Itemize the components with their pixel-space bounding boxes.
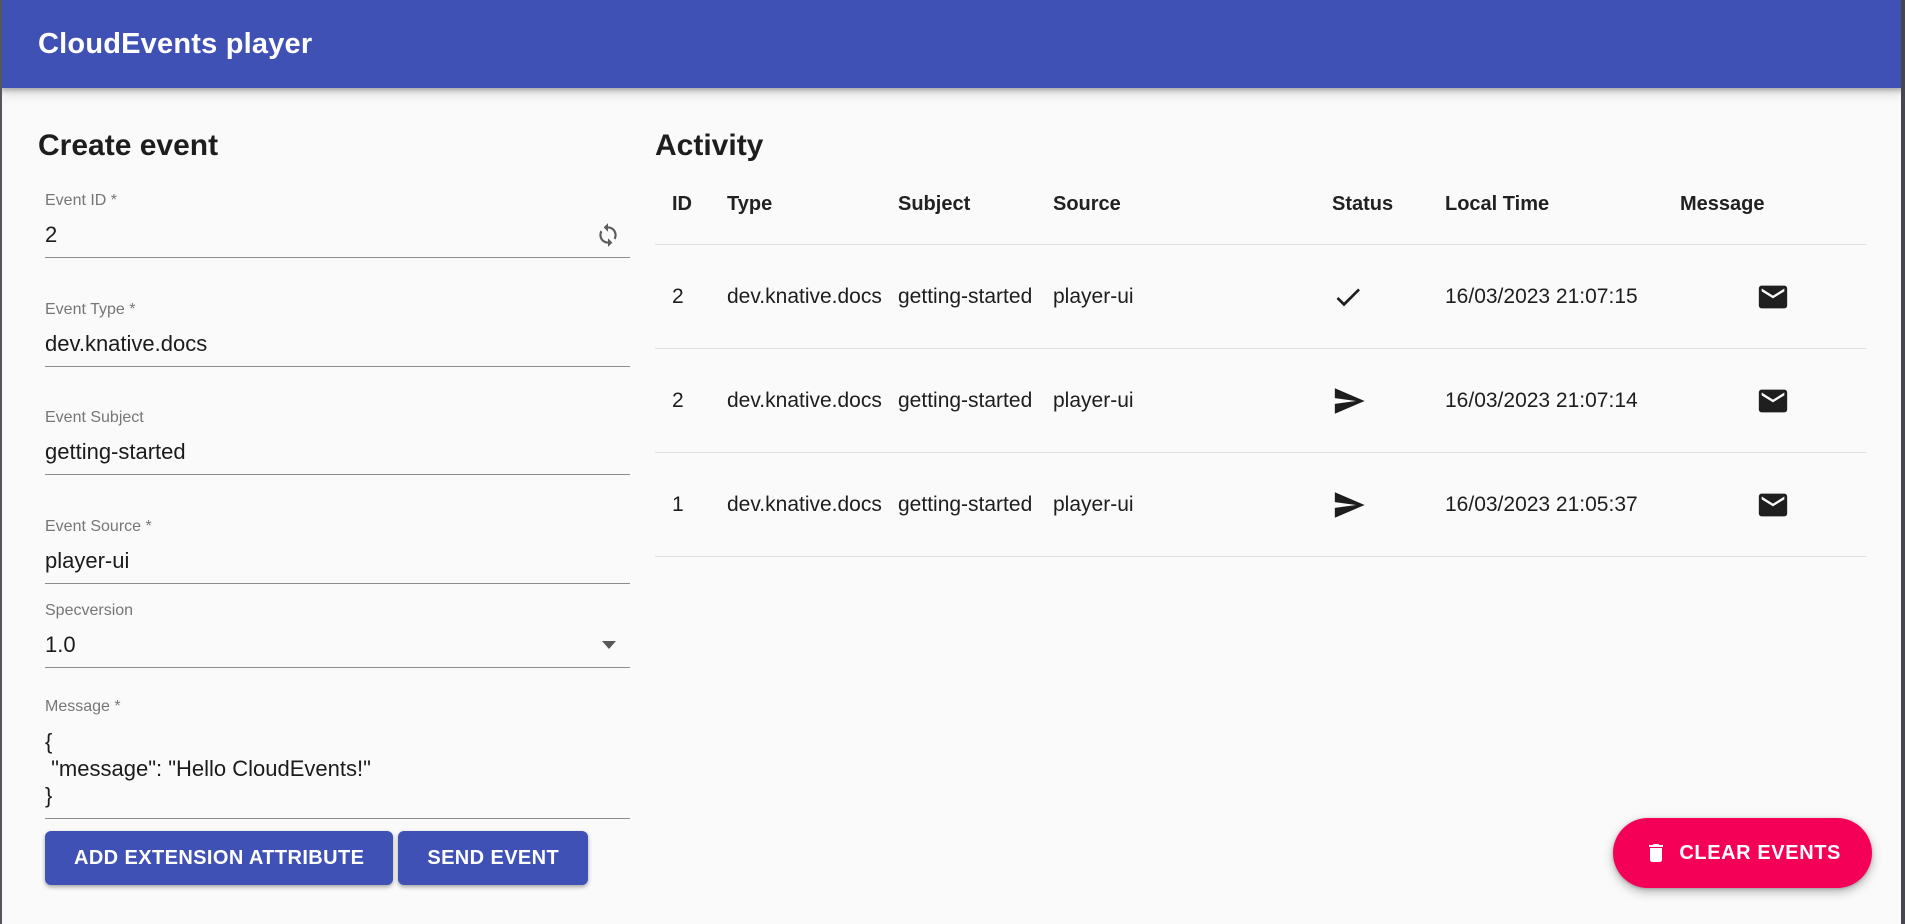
cell-local-time: 16/03/2023 21:07:15 bbox=[1445, 284, 1638, 308]
specversion-field: Specversion 1.0 bbox=[45, 601, 630, 668]
event-subject-field: Event Subject bbox=[45, 408, 630, 475]
envelope-icon[interactable] bbox=[1756, 488, 1790, 522]
create-event-panel: Create event Event ID * Event Type * Ev bbox=[38, 88, 630, 885]
col-header-local-time: Local Time bbox=[1445, 192, 1550, 215]
event-id-input[interactable] bbox=[45, 222, 595, 248]
cell-message bbox=[1680, 384, 1866, 418]
event-subject-input[interactable] bbox=[45, 439, 630, 465]
activity-panel: Activity ID Type Subject Source Status L… bbox=[655, 88, 1866, 557]
cell-local-time: 16/03/2023 21:05:37 bbox=[1445, 492, 1638, 516]
event-type-field: Event Type * bbox=[45, 300, 630, 367]
add-extension-attribute-button[interactable]: ADD EXTENSION ATTRIBUTE bbox=[45, 831, 394, 885]
message-textarea[interactable]: { "message": "Hello CloudEvents!" } bbox=[45, 728, 630, 809]
event-subject-control bbox=[45, 431, 630, 475]
event-source-label: Event Source * bbox=[45, 518, 152, 535]
cell-subject: getting-started bbox=[898, 492, 1033, 516]
window-edge-right bbox=[1901, 0, 1905, 924]
regenerate-id-icon[interactable] bbox=[595, 222, 621, 248]
form-actions: ADD EXTENSION ATTRIBUTE SEND EVENT bbox=[45, 831, 630, 885]
cell-id: 1 bbox=[672, 492, 684, 516]
clear-events-label: CLEAR EVENTS bbox=[1679, 841, 1841, 864]
specversion-value: 1.0 bbox=[45, 632, 76, 657]
trash-icon bbox=[1644, 841, 1668, 865]
main-content: Create event Event ID * Event Type * Ev bbox=[0, 88, 1905, 885]
cell-type: dev.knative.docs bbox=[727, 492, 882, 516]
cell-status bbox=[1332, 384, 1445, 418]
cell-message bbox=[1680, 280, 1866, 314]
col-header-subject: Subject bbox=[898, 192, 971, 215]
event-type-label: Event Type * bbox=[45, 301, 136, 318]
window-edge-left bbox=[0, 0, 2, 924]
event-id-field: Event ID * bbox=[45, 191, 630, 258]
col-header-status: Status bbox=[1332, 192, 1394, 215]
message-control: { "message": "Hello CloudEvents!" } bbox=[45, 720, 630, 819]
event-source-field: Event Source * bbox=[45, 517, 630, 584]
create-event-form: Event ID * Event Type * Event Subject bbox=[45, 191, 630, 885]
message-field: Message * { "message": "Hello CloudEvent… bbox=[45, 697, 630, 819]
activity-table-header: ID Type Subject Source Status Local Time… bbox=[655, 164, 1866, 245]
clear-events-button[interactable]: CLEAR EVENTS bbox=[1613, 818, 1872, 888]
specversion-select[interactable]: 1.0 bbox=[45, 624, 630, 668]
cell-subject: getting-started bbox=[898, 388, 1033, 412]
cell-source: player-ui bbox=[1053, 492, 1134, 516]
event-id-control bbox=[45, 214, 630, 258]
envelope-icon[interactable] bbox=[1756, 384, 1790, 418]
event-subject-label: Event Subject bbox=[45, 409, 144, 426]
activity-heading: Activity bbox=[655, 129, 764, 162]
check-icon bbox=[1332, 281, 1445, 313]
table-row: 2 dev.knative.docs getting-started playe… bbox=[655, 245, 1866, 349]
event-source-input[interactable] bbox=[45, 548, 630, 574]
cell-type: dev.knative.docs bbox=[727, 284, 882, 308]
cell-type: dev.knative.docs bbox=[727, 388, 882, 412]
cell-local-time: 16/03/2023 21:07:14 bbox=[1445, 388, 1638, 412]
cell-message bbox=[1680, 488, 1866, 522]
send-icon bbox=[1332, 488, 1445, 522]
send-icon bbox=[1332, 384, 1445, 418]
cell-source: player-ui bbox=[1053, 388, 1134, 412]
event-type-input[interactable] bbox=[45, 331, 630, 357]
cell-source: player-ui bbox=[1053, 284, 1134, 308]
create-event-heading: Create event bbox=[38, 129, 219, 162]
cell-subject: getting-started bbox=[898, 284, 1033, 308]
cell-id: 2 bbox=[672, 388, 684, 412]
table-row: 2 dev.knative.docs getting-started playe… bbox=[655, 349, 1866, 453]
col-header-message: Message bbox=[1680, 192, 1765, 215]
cell-status bbox=[1332, 488, 1445, 522]
cell-id: 2 bbox=[672, 284, 684, 308]
envelope-icon[interactable] bbox=[1756, 280, 1790, 314]
table-row: 1 dev.knative.docs getting-started playe… bbox=[655, 453, 1866, 557]
send-event-button[interactable]: SEND EVENT bbox=[398, 831, 589, 885]
event-type-control bbox=[45, 323, 630, 367]
col-header-id: ID bbox=[672, 192, 692, 215]
event-source-control bbox=[45, 540, 630, 584]
cell-status bbox=[1332, 281, 1445, 313]
app-bar: CloudEvents player bbox=[0, 0, 1905, 88]
col-header-source: Source bbox=[1053, 192, 1121, 215]
specversion-label: Specversion bbox=[45, 602, 134, 619]
col-header-type: Type bbox=[727, 192, 773, 215]
dropdown-arrow-icon bbox=[602, 641, 616, 649]
message-label: Message * bbox=[45, 698, 121, 715]
app-title: CloudEvents player bbox=[38, 27, 313, 60]
event-id-label: Event ID * bbox=[45, 192, 118, 209]
